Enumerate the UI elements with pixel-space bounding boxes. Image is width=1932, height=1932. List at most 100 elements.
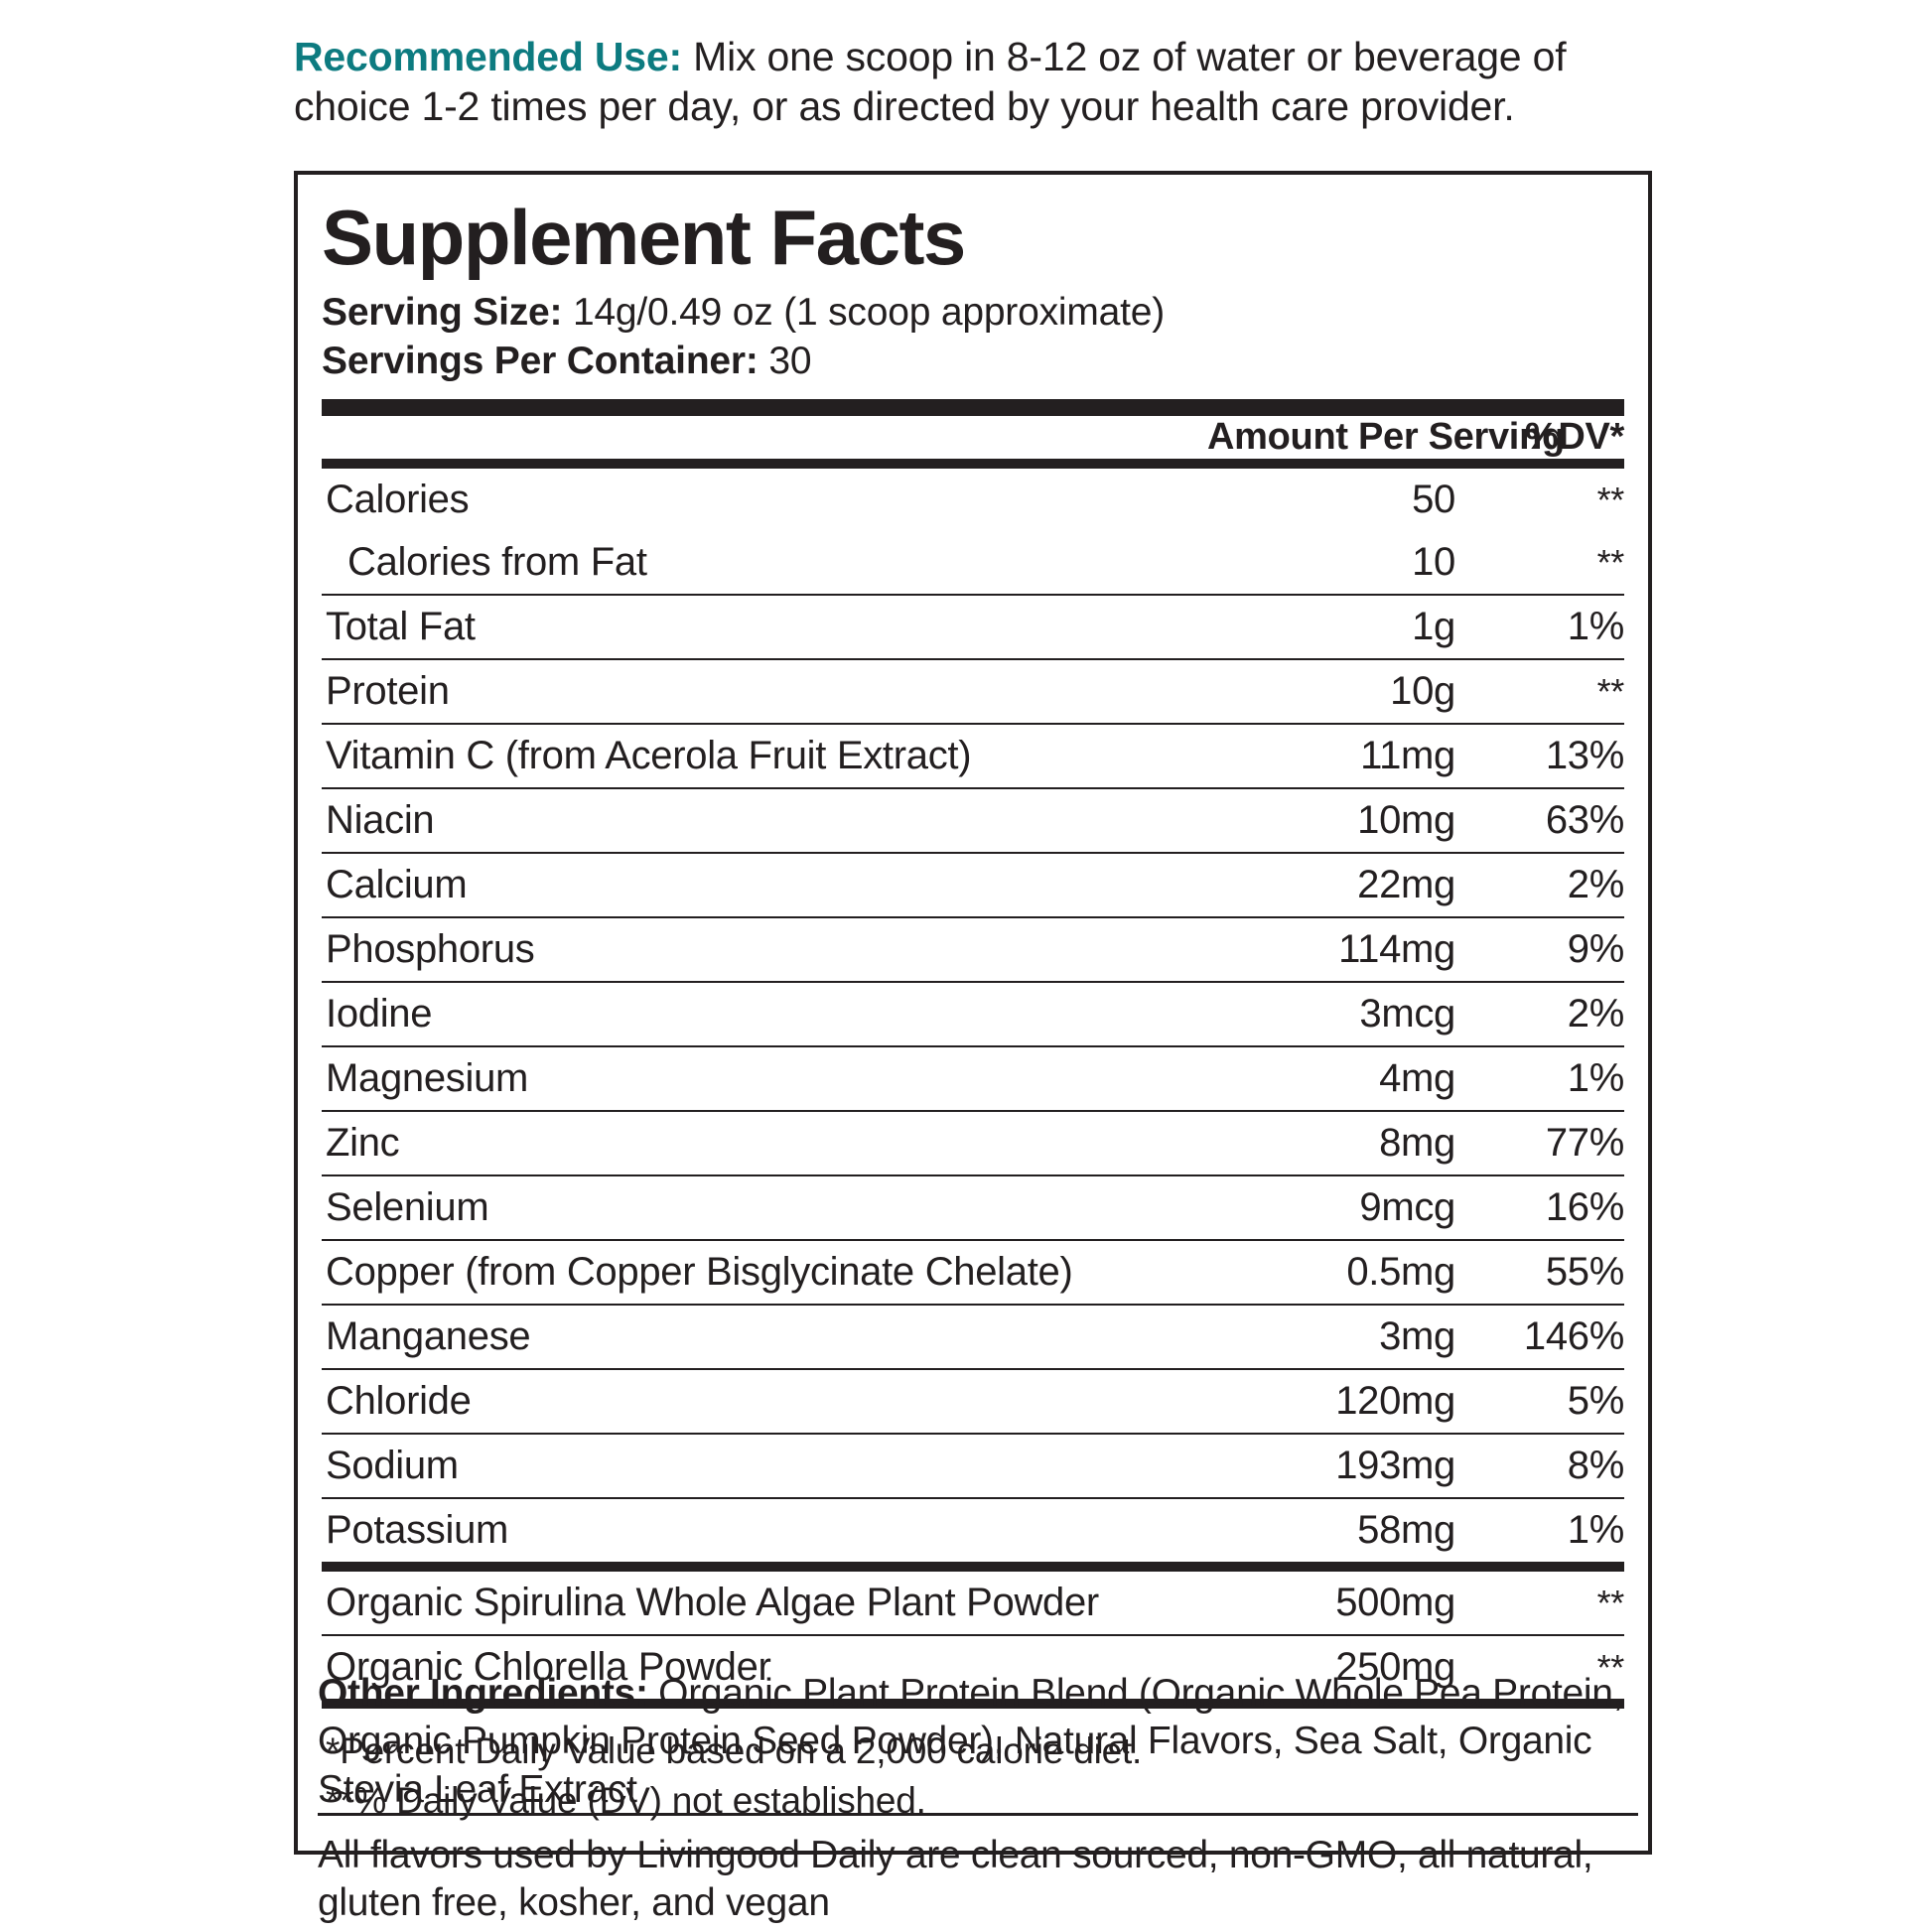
nutrient-amount: 10mg: [1207, 787, 1455, 854]
nutrient-daily-value: **: [1596, 480, 1625, 521]
recommended-use-paragraph: Recommended Use: Mix one scoop in 8-12 o…: [294, 32, 1684, 131]
serving-size-line: Serving Size: 14g/0.49 oz (1 scoop appro…: [322, 288, 1624, 337]
nutrient-amount: 0.5mg: [1207, 1239, 1455, 1306]
nutrient-name: Niacin: [322, 787, 1207, 854]
nutrient-name: Phosphorus: [322, 916, 1207, 983]
column-header-percent-dv: %DV*: [1524, 416, 1624, 459]
nutrient-amount: 11mg: [1207, 723, 1455, 789]
panel-title: Supplement Facts: [322, 194, 966, 281]
column-header-amount-per-serving: Amount Per Serving: [1207, 416, 1565, 459]
rule-top-thick: [322, 399, 1624, 417]
table-row: Sodium 193mg 8%: [322, 1433, 1624, 1499]
nutrient-amount: 10g: [1207, 658, 1455, 725]
table-row: Vitamin C (from Acerola Fruit Extract) 11…: [322, 723, 1624, 789]
nutrient-amount: 58mg: [1207, 1497, 1455, 1563]
rule-under-header: [322, 459, 1624, 470]
table-row: Zinc 8mg 77%: [322, 1110, 1624, 1176]
nutrient-amount: 114mg: [1207, 916, 1455, 983]
nutrient-daily-value: 146%: [1455, 1304, 1624, 1370]
table-row: Copper (from Copper Bisglycinate Chelate…: [322, 1239, 1624, 1306]
table-row: Organic Spirulina Whole Algae Plant Powd…: [322, 1572, 1624, 1635]
nutrient-name: Sodium: [322, 1433, 1207, 1499]
serving-size-label: Serving Size:: [322, 291, 563, 334]
servings-per-container-label: Servings Per Container:: [322, 340, 759, 383]
nutrient-name: Selenium: [322, 1174, 1207, 1241]
nutrient-daily-value: 8%: [1455, 1433, 1624, 1499]
column-header-nutrient: [322, 416, 1207, 459]
servings-per-container-value: 30: [758, 340, 812, 383]
table-row: Potassium 58mg 1%: [322, 1497, 1624, 1563]
nutrient-amount: 500mg: [1335, 1581, 1455, 1625]
table-row: Chloride 120mg 5%: [322, 1368, 1624, 1435]
nutrient-name: Calories from Fat: [347, 540, 647, 585]
nutrient-name: Zinc: [322, 1110, 1207, 1176]
nutrient-amount: 22mg: [1207, 852, 1455, 918]
recommended-use-label: Recommended Use:: [294, 34, 682, 79]
nutrient-name: Manganese: [322, 1304, 1207, 1370]
table-row: Manganese 3mg 146%: [322, 1304, 1624, 1370]
nutrient-name: Iodine: [322, 981, 1207, 1047]
nutrient-daily-value: **: [1596, 542, 1625, 584]
nutrient-amount: 1g: [1207, 594, 1455, 660]
nutrient-daily-value: 63%: [1455, 787, 1624, 854]
nutrient-daily-value: 1%: [1455, 1045, 1624, 1112]
nutrient-amount: 50: [1412, 478, 1455, 522]
table-row: Calories 50 **: [322, 469, 1624, 531]
table-row: Niacin 10mg 63%: [322, 787, 1624, 854]
nutrient-name: Total Fat: [322, 594, 1207, 660]
supplement-facts-box: Supplement Facts Serving Size: 14g/0.49 …: [294, 171, 1652, 1856]
flavors-note: All flavors used by Livingood Daily are …: [318, 1834, 1593, 1925]
table-row: Magnesium 4mg 1%: [322, 1045, 1624, 1112]
recommended-use-text: Mix one scoop in 8-12 oz of water or bev…: [294, 34, 1567, 130]
table-row: Organic Chlorella Powder 250mg **: [322, 1634, 1624, 1700]
nutrient-daily-value: 1%: [1455, 594, 1624, 660]
other-ingredients-paragraph: Other Ingredients: Organic Plant Protein…: [318, 1670, 1648, 1814]
nutrient-name: Protein: [322, 658, 1207, 725]
nutrition-table: Amount Per Serving %DV*: [322, 416, 1624, 459]
divider-rule: [318, 1813, 1638, 1816]
table-header-row: Amount Per Serving %DV*: [322, 416, 1624, 459]
blend-rows-table: Organic Spirulina Whole Algae Plant Powd…: [322, 1572, 1624, 1700]
nutrient-amount: 250mg: [1207, 1634, 1455, 1700]
nutrient-daily-value: 2%: [1455, 852, 1624, 918]
footnote-percent-daily-value: *Percent Daily Value based on a 2,000 ca…: [326, 1730, 1143, 1772]
other-ingredients-label: Other Ingredients:: [318, 1672, 648, 1715]
other-ingredients-text: Organic Plant Protein Blend (Organic Who…: [318, 1672, 1624, 1811]
nutrient-name: Vitamin C (from Acerola Fruit Extract): [322, 723, 1207, 789]
servings-per-container-line: Servings Per Container: 30: [322, 337, 1624, 385]
nutrient-daily-value: 1%: [1455, 1497, 1624, 1563]
nutrient-daily-value: 9%: [1455, 916, 1624, 983]
nutrient-daily-value: 16%: [1455, 1174, 1624, 1241]
rule-below-blends: [322, 1699, 1624, 1710]
nutrient-amount: 4mg: [1207, 1045, 1455, 1112]
nutrient-name: Organic Spirulina Whole Algae Plant Powd…: [326, 1581, 1099, 1625]
nutrient-daily-value: **: [1455, 658, 1624, 725]
nutrient-daily-value: 55%: [1455, 1239, 1624, 1306]
nutrient-daily-value: 2%: [1455, 981, 1624, 1047]
nutrient-daily-value: **: [1455, 1634, 1624, 1700]
nutrient-name: Potassium: [322, 1497, 1207, 1563]
table-row: Phosphorus 114mg 9%: [322, 916, 1624, 983]
table-row: Calories from Fat 10 **: [322, 531, 1624, 595]
table-row: Iodine 3mcg 2%: [322, 981, 1624, 1047]
nutrient-amount: 120mg: [1207, 1368, 1455, 1435]
nutrient-amount: 193mg: [1207, 1433, 1455, 1499]
table-row: Calcium 22mg 2%: [322, 852, 1624, 918]
nutrient-rows-table: Calories 50 ** Calories from Fat 10 ** Total F…: [322, 469, 1624, 1563]
nutrient-daily-value: **: [1596, 1583, 1625, 1624]
nutrient-rows-body: Calories 50 ** Calories from Fat 10 ** Total F…: [322, 469, 1624, 1563]
nutrient-name: Magnesium: [322, 1045, 1207, 1112]
blend-rows-body: Organic Spirulina Whole Algae Plant Powd…: [322, 1572, 1624, 1700]
nutrient-daily-value: 77%: [1455, 1110, 1624, 1176]
nutrient-amount: 8mg: [1207, 1110, 1455, 1176]
nutrient-amount: 10: [1412, 540, 1455, 585]
nutrient-amount: 3mg: [1207, 1304, 1455, 1370]
table-row: Total Fat 1g 1%: [322, 594, 1624, 660]
nutrient-daily-value: 13%: [1455, 723, 1624, 789]
nutrient-name: Calories: [326, 478, 470, 522]
rule-above-blends: [322, 1562, 1624, 1573]
nutrient-daily-value: 5%: [1455, 1368, 1624, 1435]
serving-size-value: 14g/0.49 oz (1 scoop approximate): [562, 291, 1166, 334]
table-row: Selenium 9mcg 16%: [322, 1174, 1624, 1241]
